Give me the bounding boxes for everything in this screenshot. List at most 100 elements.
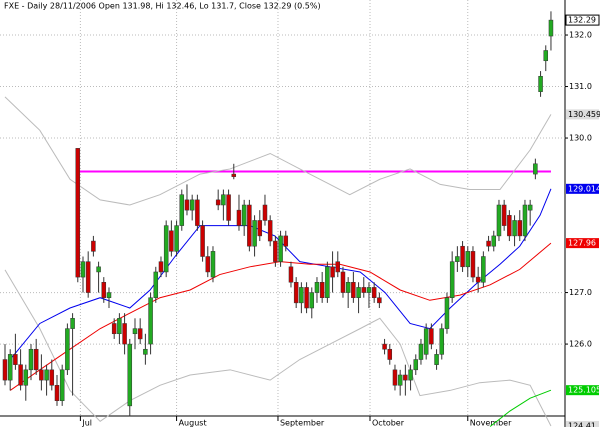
candle-body — [527, 204, 533, 211]
candle-body — [117, 318, 122, 335]
candle-body — [460, 245, 465, 268]
candle-body — [371, 287, 377, 298]
candle-body — [538, 75, 543, 92]
candle-body — [309, 292, 315, 309]
candle-body — [293, 282, 299, 304]
candle-body — [273, 240, 278, 262]
candle-body — [153, 271, 159, 298]
candle-body — [507, 215, 512, 237]
candle-body — [501, 204, 507, 226]
indicator-line — [4, 269, 552, 427]
y-tick-label: 126.0 — [569, 340, 592, 349]
candle-body — [179, 194, 185, 226]
candle-body — [174, 225, 179, 252]
candle-body — [470, 251, 476, 278]
candle-body — [85, 261, 91, 293]
candle-body — [195, 199, 200, 226]
candle-body — [59, 369, 65, 401]
candle-body — [319, 282, 325, 298]
candle-body — [7, 354, 13, 381]
candle-body — [111, 323, 117, 335]
price-tag — [565, 14, 600, 26]
indicator-line — [4, 96, 552, 206]
y-tick-label: 131.0 — [569, 82, 592, 91]
candle-body — [491, 235, 497, 247]
candle-body — [413, 359, 419, 371]
price-tag-label: 124.41 — [568, 421, 596, 427]
candle-body — [548, 19, 554, 37]
indicator-line — [489, 389, 552, 427]
candle-body — [262, 204, 268, 221]
candle-body — [423, 328, 429, 355]
candle-body — [241, 204, 247, 226]
candle-body — [215, 199, 221, 206]
candle-body — [382, 343, 387, 350]
candle-body — [44, 369, 49, 381]
candle-body — [80, 261, 86, 278]
candle-body — [158, 261, 164, 273]
candle-body — [517, 220, 523, 237]
price-tag-label: 127.96 — [568, 239, 596, 248]
candle-body — [434, 354, 439, 365]
candle-body — [377, 297, 382, 304]
candle-body — [283, 235, 289, 247]
candle-body — [351, 282, 356, 298]
candle-body — [91, 240, 96, 252]
candle-body — [70, 318, 75, 329]
candle-body — [304, 287, 309, 309]
y-tick-label: 132.0 — [569, 31, 592, 40]
candle-body — [340, 271, 346, 293]
candle-body — [122, 323, 127, 345]
candle-body — [543, 50, 549, 62]
candle-body — [169, 230, 174, 252]
price-tag-label: 132.29 — [568, 16, 596, 25]
candle-body — [236, 209, 242, 226]
chart-title: FXE - Daily 28/11/2006 Open 131.98, Hi 1… — [4, 2, 321, 11]
candle-body — [486, 240, 491, 247]
candle-body — [533, 163, 538, 175]
candle-body — [54, 385, 60, 401]
candle-body — [163, 225, 169, 273]
y-tick-label: 127.0 — [569, 288, 592, 297]
x-tick-label: October — [372, 419, 405, 427]
candle-body — [33, 348, 39, 371]
candle-body — [522, 204, 528, 237]
price-tag — [566, 420, 599, 427]
candle-body — [226, 194, 231, 221]
candle-body — [200, 225, 205, 257]
candle-body — [137, 328, 143, 340]
candle-body — [132, 328, 138, 335]
candle-body — [449, 261, 455, 298]
candle-body — [18, 364, 23, 386]
candle-body — [465, 251, 471, 268]
candle-body — [205, 256, 211, 273]
candle-body — [28, 348, 34, 371]
candle-body — [2, 359, 8, 381]
candle-body — [231, 173, 237, 177]
candle-body — [106, 292, 112, 298]
candle-body — [96, 266, 101, 273]
candle-body — [392, 369, 398, 386]
candle-body — [496, 204, 502, 237]
price-tag-label: 129.014 — [568, 184, 600, 193]
candle-body — [278, 235, 283, 262]
candle-body — [439, 328, 445, 355]
price-tag — [566, 238, 599, 249]
candle-body — [39, 369, 44, 381]
candle-body — [397, 374, 403, 386]
candle-body — [252, 220, 257, 247]
x-tick-label: August — [179, 419, 207, 427]
candle-body — [366, 287, 372, 293]
candle-body — [257, 220, 263, 237]
candle-body — [330, 266, 335, 278]
candle-body — [481, 256, 486, 283]
candle-body — [418, 343, 424, 360]
candle-body — [267, 220, 273, 242]
candle-body — [314, 282, 320, 293]
candle-body — [184, 199, 190, 211]
candle-body — [387, 348, 393, 360]
candle-body — [13, 354, 18, 365]
candle-body — [75, 148, 81, 278]
price-tag — [566, 183, 599, 194]
